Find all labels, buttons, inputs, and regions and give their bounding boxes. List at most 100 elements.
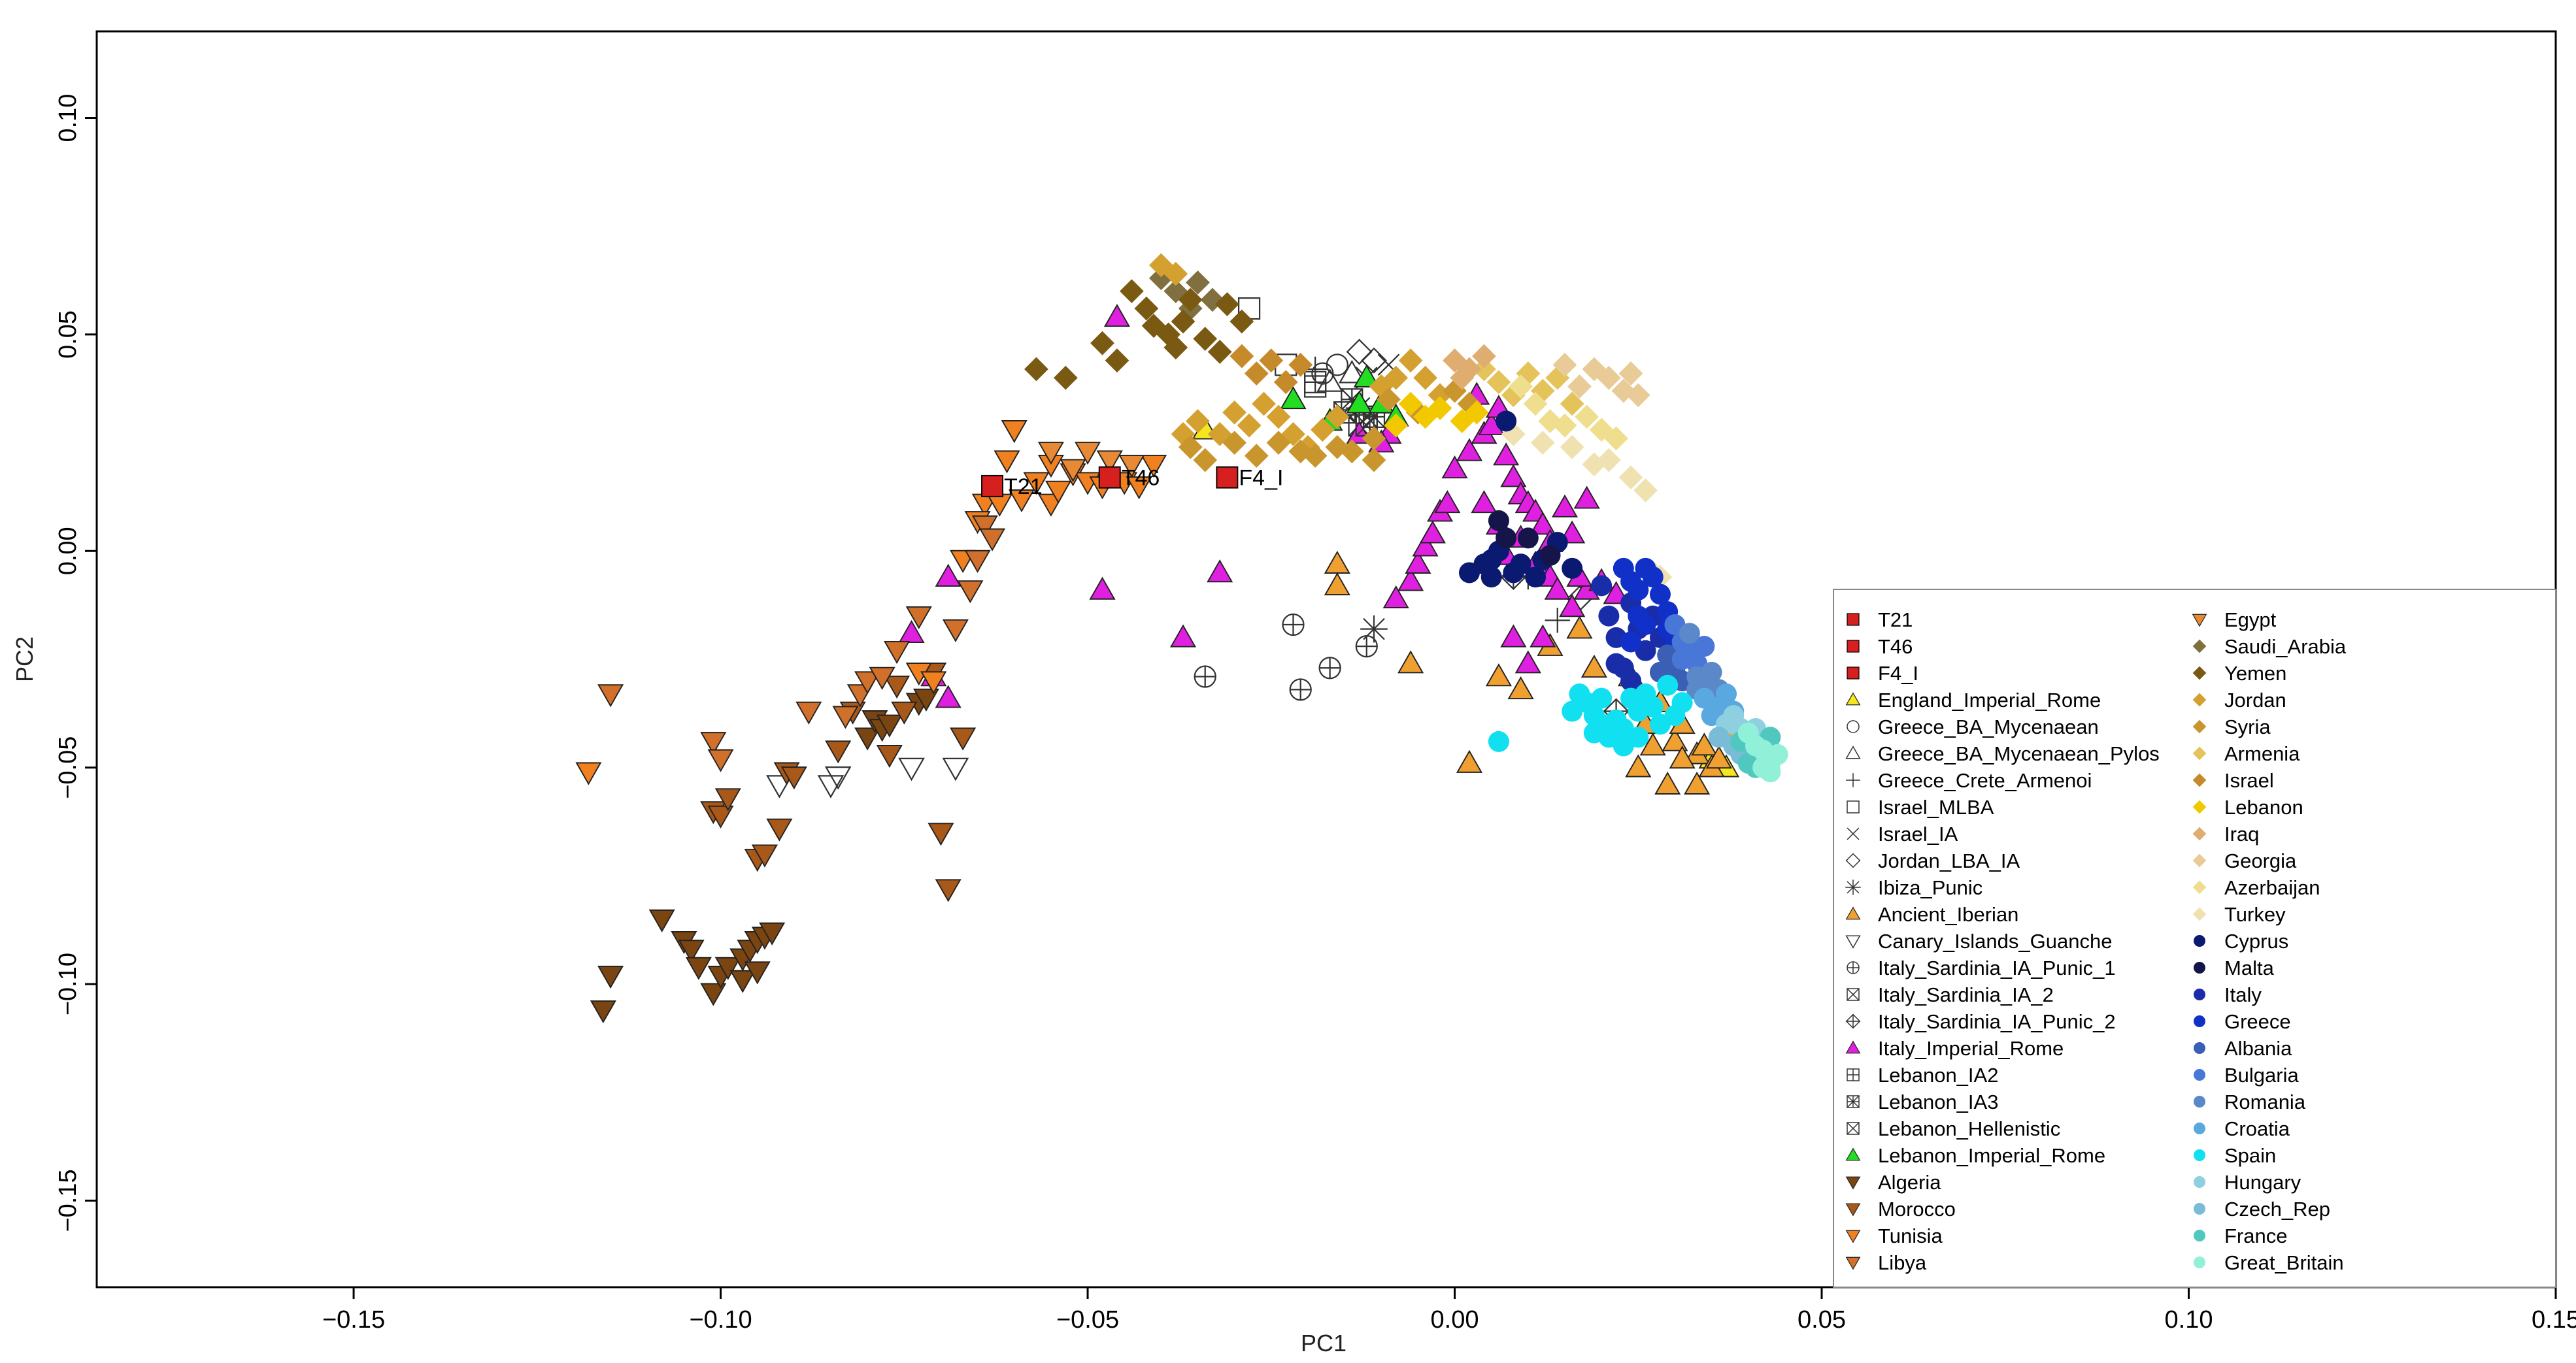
point-morocco [883,676,911,699]
point-libya [597,684,624,708]
point-italy-imperial-rome [1559,594,1586,617]
point-lebanon-imperial-rome [1353,364,1380,387]
point-ancient-iberian [1581,654,1607,678]
legend-marker-lebanon-ia2 [1847,1068,1860,1081]
legend-label-great-britain: Great_Britain [2224,1251,2344,1274]
point-azerbaijan [1604,426,1628,451]
point-jordan [1252,391,1276,416]
point-italy-imperial-rome [1412,533,1439,557]
point-libya [883,640,911,665]
point-italy-imperial-rome [1471,490,1497,514]
point-syria [1244,444,1269,468]
legend-label-france: France [2224,1224,2287,1247]
point-jordan [1186,409,1210,433]
legend-label-cyprus: Cyprus [2224,930,2288,953]
point-italy-imperial-rome [1382,585,1409,608]
point-yemen [1229,309,1254,334]
point-italy-imperial-rome [1493,442,1520,466]
point-lebanon [1398,391,1423,416]
point-georgia [1618,361,1643,386]
point-morocco [891,701,918,725]
legend-label-spain: Spain [2224,1144,2276,1167]
point-azerbaijan [1523,391,1548,416]
x-tick-label: 0.05 [1798,1306,1846,1334]
legend-label-italy-sardinia-ia-punic-1: Italy_Sardinia_IA_Punic_1 [1878,957,2116,979]
legend-marker-cyprus [2194,935,2205,947]
legend-marker-azerbaijan [2192,880,2207,895]
point-italy-sardinia-ia-punic-1 [1355,634,1378,658]
point-libya [905,606,932,630]
point-spain [1671,692,1693,714]
point-turkey [1633,478,1658,502]
legend-label-england-imperial-rome: England_Imperial_Rome [1878,689,2101,712]
point-syria [1339,439,1364,464]
y-tick-label: 0.10 [54,94,82,142]
point-morocco [766,818,793,842]
y-tick-label: 0.00 [54,527,82,575]
point-italy-imperial-rome [1405,550,1431,574]
point-morocco [780,766,807,790]
legend-marker-lebanon-imperial-rome [1845,1147,1861,1161]
point-italy-imperial-rome [1434,490,1461,514]
axes: −0.15 −0.10 −0.05 0.00 0.05 0.10 0.15 −0.15 −0.1… [54,94,2576,1334]
annotation-label: F4_I [1239,466,1283,491]
point-egypt [1060,459,1086,482]
legend-marker-jordan [2192,693,2207,707]
point-jordan [1281,421,1305,446]
legend-label-armenia: Armenia [2224,742,2300,765]
point-bulgaria [1671,649,1693,670]
point-italy [1598,605,1620,627]
point-algeria [759,922,786,945]
point-ancient-iberian [1639,732,1666,756]
legend-label-lebanon-ia3: Lebanon_IA3 [1878,1091,1998,1113]
legend-marker-jordan-lba-ia [1845,853,1861,868]
point-armenia [1560,391,1584,416]
point-jordan [1325,404,1350,429]
point-greece-ba-mycenaean-pylos [1316,369,1343,392]
legend-label-t21: T21 [1878,608,1913,631]
legend-marker-egypt [2192,614,2207,627]
point-italy-sardinia-ia-punic-1 [1282,613,1305,636]
legend-label-t46: T46 [1878,635,1913,658]
legend-label-malta: Malta [2224,957,2275,979]
point-spain [1657,674,1679,696]
point-jordan [1384,365,1409,390]
point-italy-imperial-rome [1544,576,1571,600]
point-ancient-iberian [1566,616,1593,639]
point-libya [869,666,895,690]
point-jordan-lba-ia [1346,338,1373,365]
point-italy-imperial-rome [1169,624,1197,648]
point-libya [964,550,991,573]
point-algeria [700,983,727,1006]
point-libya [942,619,969,642]
legend-marker-israel-mlba [1847,800,1860,813]
legend-label-libya: Libya [1878,1251,1927,1274]
point-libya [971,515,998,538]
point-azerbaijan [1575,404,1599,429]
point-libya [854,671,881,695]
point-yemen [1163,335,1188,360]
point-jordan [1171,421,1196,446]
point-malta [1539,544,1561,566]
point-morocco [935,879,962,902]
legend-label-albania: Albania [2224,1037,2292,1060]
y-tick-label: −0.10 [54,953,82,1015]
point-italy-imperial-rome [1207,559,1233,583]
legend-marker-greece [2194,1015,2205,1027]
point-italy-imperial-rome [935,563,962,587]
point-spain [1628,727,1649,748]
point-jordan [1266,404,1291,429]
point-italy-imperial-rome [1551,494,1579,517]
point-greece [1628,579,1649,600]
point-italy-imperial-rome [1500,624,1527,648]
point-tunisia [994,450,1020,474]
point-israel [1288,352,1313,377]
point-tunisia [1023,472,1050,495]
legend-label-israel-mlba: Israel_MLBA [1878,796,1994,819]
legend-marker-italy-sardinia-ia-punic-2 [1845,1013,1861,1029]
point-algeria [685,957,712,980]
legend-label-iraq: Iraq [2224,823,2259,846]
point-azerbaijan [1509,374,1533,399]
point-syria [1362,448,1386,472]
point-cyprus [1562,557,1583,579]
